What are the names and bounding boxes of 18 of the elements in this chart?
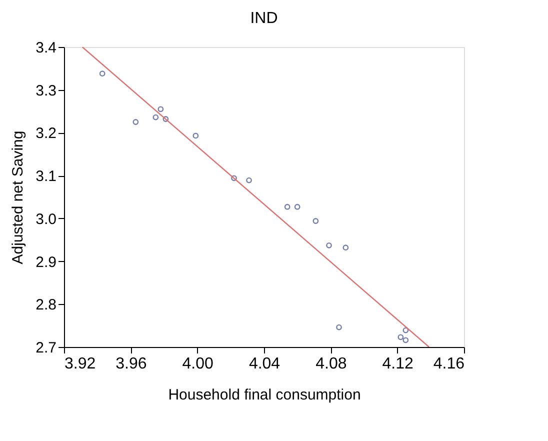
- y-tick-label: 2.8: [36, 296, 56, 314]
- x-tick-label: 4.12: [382, 356, 414, 372]
- x-tick-label: 4.16: [433, 356, 465, 372]
- x-tick-label: 4.04: [248, 356, 280, 372]
- x-tick-label: 4.00: [182, 356, 214, 372]
- y-tick-label: 2.7: [36, 340, 56, 356]
- y-tick-label: 2.9: [36, 254, 56, 271]
- x-tick-label: 4.08: [316, 356, 347, 372]
- x-axis-title: Household final consumption: [168, 386, 361, 404]
- y-tick-label: 3.0: [36, 210, 56, 228]
- y-axis-title: Adjusted net Saving: [10, 130, 27, 264]
- y-tick-label: 3.3: [36, 82, 56, 100]
- y-tick-label: 3.1: [36, 168, 56, 186]
- y-tick-label: 3.4: [36, 40, 56, 56]
- x-tick-label: 3.96: [116, 356, 147, 372]
- y-tick-label: 3.2: [36, 125, 56, 142]
- chart-title: IND: [250, 10, 278, 27]
- x-tick-label: 3.92: [64, 356, 96, 372]
